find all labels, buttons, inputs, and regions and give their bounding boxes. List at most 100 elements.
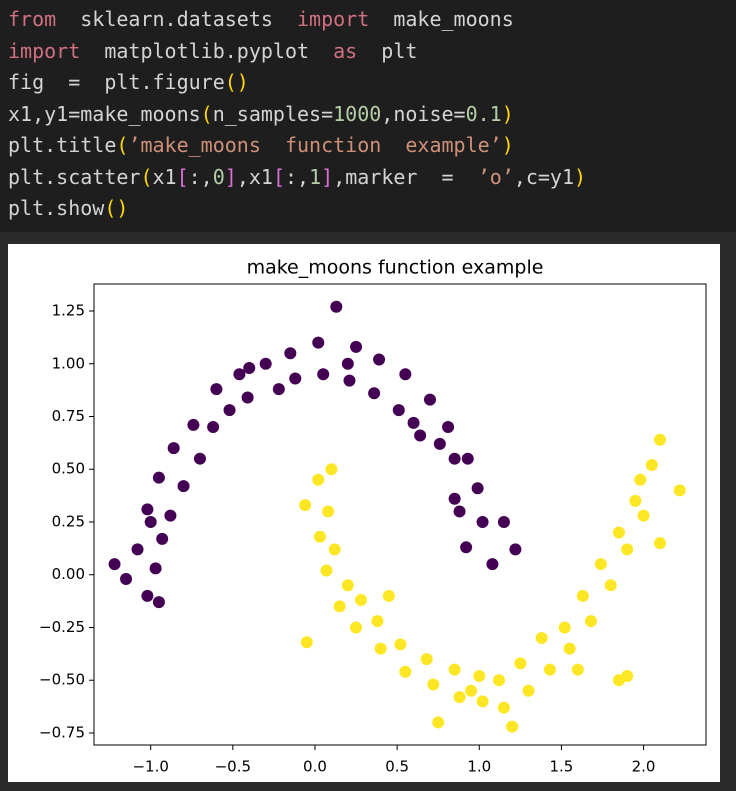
code-token: plt.title <box>8 133 117 157</box>
point <box>330 300 343 313</box>
point <box>284 347 297 360</box>
point <box>471 482 484 495</box>
plot-frame <box>93 283 707 746</box>
code-token: 1000 <box>333 101 382 126</box>
point <box>131 543 144 556</box>
chart-title: make_moons function example <box>247 257 544 279</box>
point <box>594 558 607 571</box>
point <box>187 418 200 431</box>
point <box>120 572 133 585</box>
y-tick-label: −0.75 <box>39 723 85 741</box>
point <box>149 562 162 575</box>
point <box>653 433 666 446</box>
point <box>152 596 165 609</box>
code-token: () <box>104 196 129 220</box>
code-token: ( <box>200 101 213 126</box>
code-token: [ <box>272 164 285 189</box>
point <box>382 589 395 602</box>
point <box>535 632 548 645</box>
point <box>233 368 246 381</box>
point <box>241 391 254 404</box>
point <box>543 663 556 676</box>
x-tick-label: −1.0 <box>132 758 168 776</box>
point <box>558 621 571 634</box>
point <box>177 480 190 493</box>
code-token: x1 <box>152 164 177 189</box>
point <box>392 404 405 417</box>
code-line: import matplotlib.pyplot as plt <box>0 36 736 68</box>
point <box>621 670 634 683</box>
point <box>328 543 341 556</box>
code-line: plt.title(’make_moons function example’) <box>0 130 736 162</box>
point <box>144 515 157 528</box>
point <box>312 336 325 349</box>
point <box>492 674 505 687</box>
code-token: x1,y1=make_moons <box>8 101 201 126</box>
point <box>272 383 285 396</box>
point <box>653 537 666 550</box>
point <box>476 695 489 708</box>
point <box>571 663 584 676</box>
point <box>433 437 446 450</box>
code-token: ] <box>224 164 237 189</box>
code-token: ,marker = <box>333 164 478 189</box>
code-token: matplotlib.pyplot <box>80 38 334 63</box>
y-tick-label: 1.00 <box>52 354 85 372</box>
code-token: ’make_moons function example’ <box>128 133 502 157</box>
point <box>322 505 335 518</box>
point <box>645 459 658 472</box>
point <box>509 543 522 556</box>
code-token: as <box>333 38 358 63</box>
point <box>604 579 617 592</box>
point <box>333 600 346 613</box>
point <box>453 691 466 704</box>
point <box>152 471 165 484</box>
point <box>373 353 386 366</box>
code-line: plt.scatter(x1[:,0],x1[:,1],marker = ’o’… <box>0 162 736 194</box>
code-token: n_samples= <box>212 101 334 126</box>
point <box>210 383 223 396</box>
point <box>108 558 121 571</box>
code-token: ) <box>501 133 514 157</box>
y-tick-label: 0.75 <box>52 407 85 425</box>
point <box>141 589 154 602</box>
point <box>350 621 363 634</box>
point <box>473 670 486 683</box>
point <box>289 372 302 385</box>
point <box>320 564 333 577</box>
point <box>313 530 326 543</box>
code-token: ( <box>140 164 153 189</box>
point <box>584 615 597 628</box>
code-token: ’o’ <box>477 164 514 189</box>
point <box>563 642 576 655</box>
code-token: :, <box>188 164 213 189</box>
x-tick-label: 1.5 <box>549 758 573 776</box>
y-tick-label: −0.50 <box>39 671 85 689</box>
point <box>476 515 489 528</box>
point <box>420 653 433 666</box>
point <box>325 463 338 476</box>
point <box>371 615 384 628</box>
point <box>442 421 455 434</box>
point <box>637 509 650 522</box>
code-line: from sklearn.datasets import make_moons <box>0 4 736 36</box>
point <box>461 452 474 465</box>
point <box>427 678 440 691</box>
y-tick-label: 1.25 <box>52 302 85 320</box>
point <box>341 357 354 370</box>
point <box>673 484 686 497</box>
point <box>486 558 499 571</box>
code-token: [ <box>176 164 189 189</box>
point <box>312 473 325 486</box>
point <box>514 657 527 670</box>
point <box>167 442 180 455</box>
point <box>423 393 436 406</box>
point <box>576 589 589 602</box>
point <box>300 636 313 649</box>
point <box>354 594 367 607</box>
code-line: x1,y1=make_moons(n_samples=1000,noise=0.… <box>0 99 736 131</box>
point <box>448 492 461 505</box>
code-token: 1 <box>309 164 322 189</box>
